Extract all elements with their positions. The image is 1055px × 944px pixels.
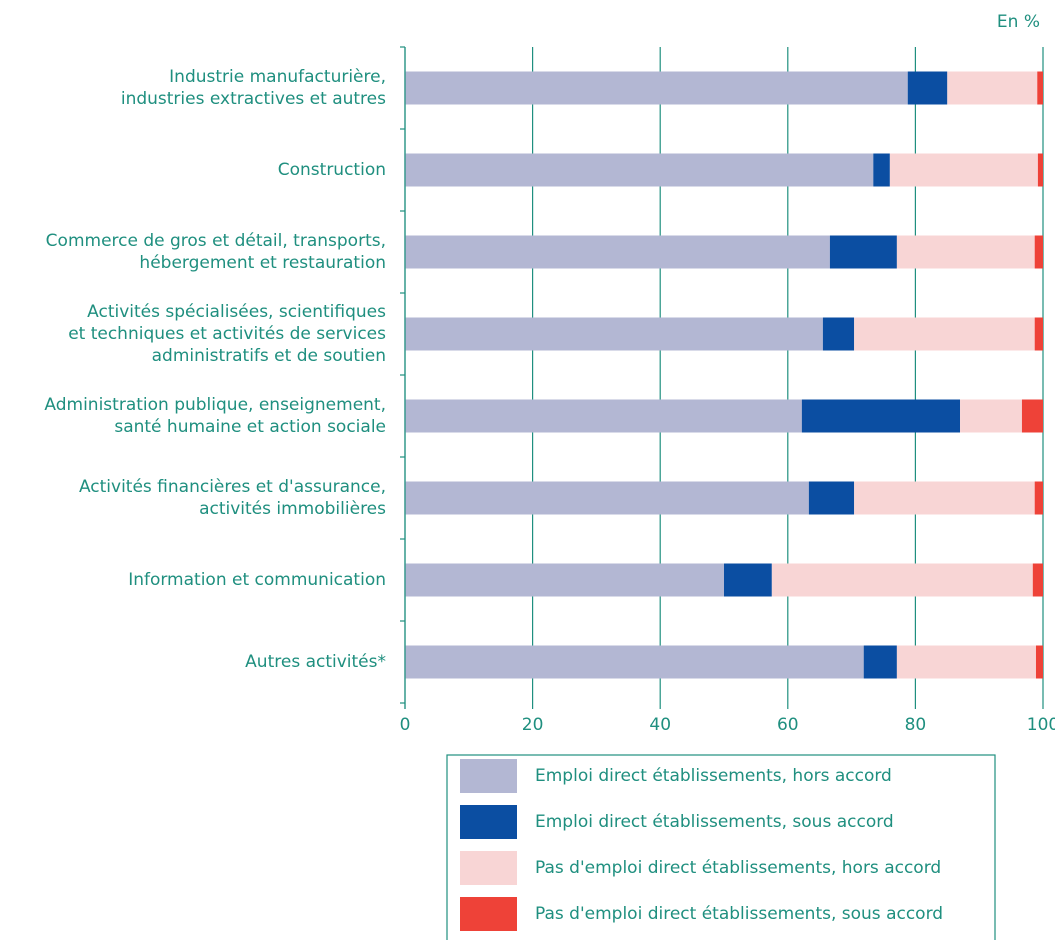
bar-segment [405,71,908,105]
legend-label: Emploi direct établissements, hors accor… [535,766,892,786]
x-tick-label: 60 [777,715,799,735]
x-tick-label: 40 [649,715,671,735]
legend-label: Pas d'emploi direct établissements, sous… [535,904,943,924]
bar-segment [405,153,874,187]
legend-label: Emploi direct établissements, sous accor… [535,812,894,832]
legend-label: Pas d'emploi direct établissements, hors… [535,858,941,878]
bar-segment [1037,153,1043,187]
legend-box [446,754,996,944]
unit-label: En % [997,12,1040,32]
y-tick-label: et techniques et activités de services [68,324,386,344]
bar-segment [854,317,1035,351]
y-tick-label: Construction [278,160,386,180]
legend-swatch [460,897,517,931]
bar-segment [873,153,890,187]
y-tick-label: Commerce de gros et détail, transports, [46,231,386,251]
y-tick-label: hébergement et restauration [139,253,386,273]
bar-segment [405,317,823,351]
y-tick-label: Administration publique, enseignement, [44,395,386,415]
bar-segment [405,563,724,597]
legend-swatch [460,805,517,839]
bar-segment [801,399,961,433]
y-tick-label: Activités spécialisées, scientifiques [87,302,386,322]
bar-segment [1032,563,1043,597]
y-tick-label: Industrie manufacturière, [169,67,386,87]
bar-segment [405,235,830,269]
bar-segment [1021,399,1043,433]
y-tick-label: industries extractives et autres [121,89,386,109]
bar-segment [896,235,1035,269]
bar-segment [771,563,1033,597]
bar-segment [863,645,897,679]
bar-segment [724,563,772,597]
bar-segment [405,399,802,433]
bar-segment [1034,235,1043,269]
bar-segment [829,235,897,269]
y-tick-label: Activités financières et d'assurance, [79,477,386,497]
bar-segment [808,481,855,515]
bar-segment [896,645,1036,679]
bar-segment [1034,317,1043,351]
legend-swatch [460,851,517,885]
y-tick-label: Information et communication [128,570,386,590]
x-tick-label: 0 [400,715,411,735]
bar-segment [1035,645,1043,679]
bar-segment [889,153,1038,187]
y-tick-label: santé humaine et action sociale [114,417,386,437]
legend-swatch [460,759,517,793]
bar-segment [1034,481,1043,515]
bar-segment [405,645,864,679]
x-tick-label: 20 [522,715,544,735]
bar-segment [822,317,855,351]
x-tick-label: 100 [1027,715,1055,735]
bar-segment [854,481,1035,515]
bar-segment [1037,71,1043,105]
y-tick-label: activités immobilières [199,499,386,519]
y-tick-label: administratifs et de soutien [152,346,386,366]
bar-segment [947,71,1038,105]
x-tick-label: 80 [905,715,927,735]
bar-segment [960,399,1022,433]
bar-segment [405,481,809,515]
bar-segment [907,71,948,105]
y-tick-label: Autres activités* [245,652,386,672]
